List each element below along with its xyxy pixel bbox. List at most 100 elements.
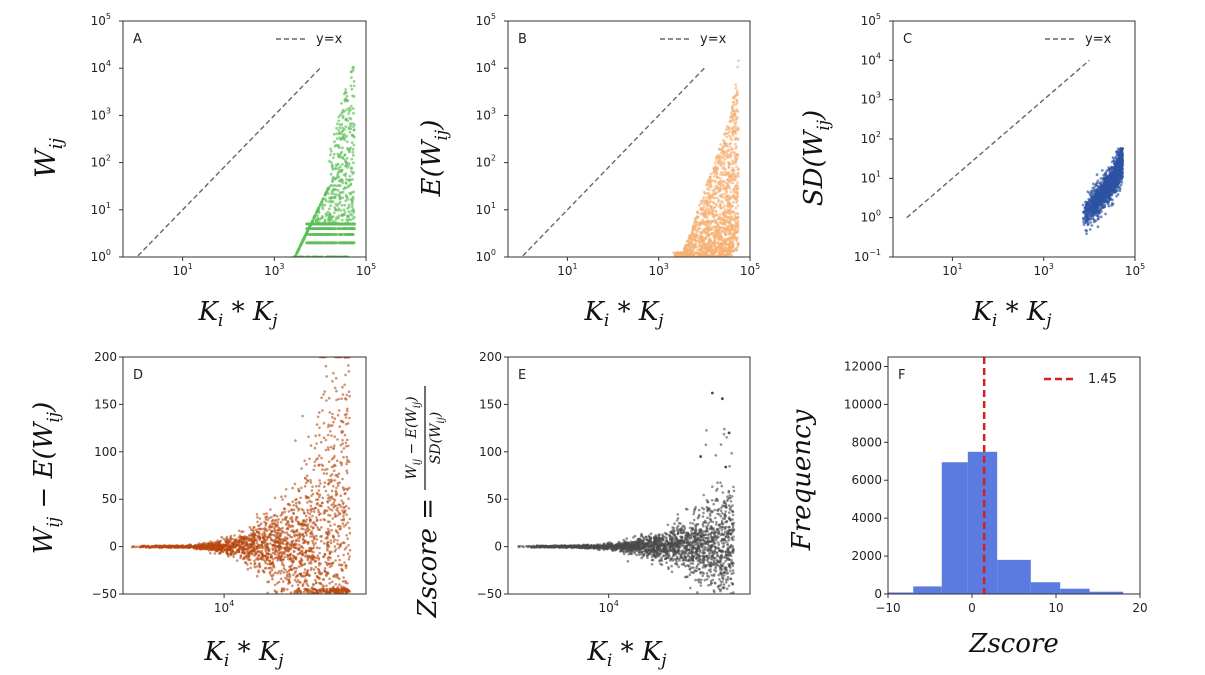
scatter-point (730, 223, 734, 227)
scatter-point (1092, 211, 1096, 215)
scatter-point (349, 146, 353, 150)
scatter-point (729, 207, 732, 211)
scatter-point (342, 173, 346, 177)
scatter-point (1091, 192, 1095, 196)
scatter-point (703, 190, 706, 194)
scatter-point (352, 84, 356, 88)
scatter-point (333, 523, 336, 526)
axis-labels: Ki * Kj Wij Ki * Kj E(Wij) Ki * Kj SD(Wi… (29, 110, 1059, 671)
scatter-point (735, 153, 739, 156)
scatter-point (707, 243, 710, 246)
scatter-point (700, 231, 703, 235)
scatter-point (734, 161, 737, 165)
scatter-point (341, 146, 344, 150)
scatter-point (293, 257, 296, 260)
scatter-point (724, 240, 728, 244)
scatter-point (694, 242, 698, 246)
scatter-point (674, 251, 678, 255)
scatter-point (351, 107, 355, 110)
scatter-point (313, 222, 317, 226)
scatter-point (347, 557, 351, 561)
scatter-point (316, 214, 319, 218)
scatter-point (348, 416, 351, 420)
scatter-point (305, 231, 308, 235)
scatter-point (1095, 173, 1099, 177)
scatter-point (335, 233, 339, 236)
scatter-point (705, 196, 709, 199)
scatter-point (698, 237, 702, 241)
scatter-point (332, 420, 335, 424)
scatter-point (342, 241, 345, 245)
scatter-point (319, 216, 323, 220)
scatter-point (294, 253, 298, 257)
scatter-point (719, 173, 722, 176)
scatter-point (350, 76, 353, 80)
scatter-point (282, 571, 286, 574)
scatter-point (720, 241, 724, 245)
scatter-point (730, 234, 734, 238)
ylabel-a: Wij (29, 138, 67, 179)
scatter-point (344, 125, 348, 129)
x-tick-label: 103 (264, 262, 284, 278)
scatter-point (708, 201, 712, 204)
y-tick-label: 102 (476, 154, 496, 170)
scatter-point (286, 272, 289, 275)
scatter-point (338, 165, 342, 169)
y-tick-label: 104 (476, 59, 496, 75)
scatter-point (725, 253, 729, 256)
scatter-point (1116, 165, 1119, 168)
scatter-point (734, 83, 738, 87)
scatter-point (707, 178, 711, 182)
plot-area (520, 59, 740, 257)
scatter-point (341, 196, 344, 200)
scatter-point (315, 516, 318, 519)
scatter-point (724, 128, 728, 132)
scatter-point (723, 162, 726, 166)
scatter-point (333, 206, 337, 209)
scatter-point (1102, 177, 1106, 181)
scatter-point (1095, 206, 1099, 210)
scatter-point (722, 152, 726, 155)
scatter-point (347, 106, 351, 110)
scatter-point (1097, 187, 1100, 191)
scatter-point (312, 241, 316, 245)
scatter-point (1097, 211, 1101, 214)
y-tick-label: 105 (861, 12, 881, 28)
scatter-point (330, 196, 333, 199)
scatter-point (707, 208, 711, 212)
scatter-point (351, 122, 354, 125)
scatter-point (1081, 203, 1085, 207)
scatter-point (708, 228, 712, 232)
scatter-point (308, 516, 311, 519)
scatter-point (280, 529, 284, 533)
scatter-point (719, 163, 723, 166)
scatter-point (715, 196, 719, 200)
scatter-point (722, 187, 726, 190)
scatter-point (728, 220, 732, 223)
scatter-point (341, 477, 344, 481)
scatter-point (345, 455, 349, 459)
scatter-point (352, 161, 355, 165)
scatter-point (347, 112, 351, 116)
scatter-point (1108, 196, 1112, 200)
scatter-point (298, 245, 302, 249)
scatter-point (736, 226, 740, 229)
scatter-point (286, 271, 289, 274)
scatter-point (725, 242, 729, 246)
scatter-point (732, 217, 736, 221)
scatter-point (328, 212, 332, 216)
scatter-point (285, 274, 288, 277)
scatter-point (736, 212, 740, 216)
scatter-point (720, 218, 724, 222)
scatter-point (343, 92, 346, 96)
scatter-point (1089, 197, 1093, 200)
scatter-point (320, 200, 324, 204)
scatter-point (324, 233, 328, 236)
scatter-point (322, 393, 325, 396)
scatter-point (283, 277, 286, 280)
scatter-point (332, 132, 336, 136)
scatter-point (1109, 178, 1113, 182)
scatter-point (724, 157, 727, 161)
scatter-point (348, 549, 352, 552)
scatter-point (1100, 203, 1104, 206)
